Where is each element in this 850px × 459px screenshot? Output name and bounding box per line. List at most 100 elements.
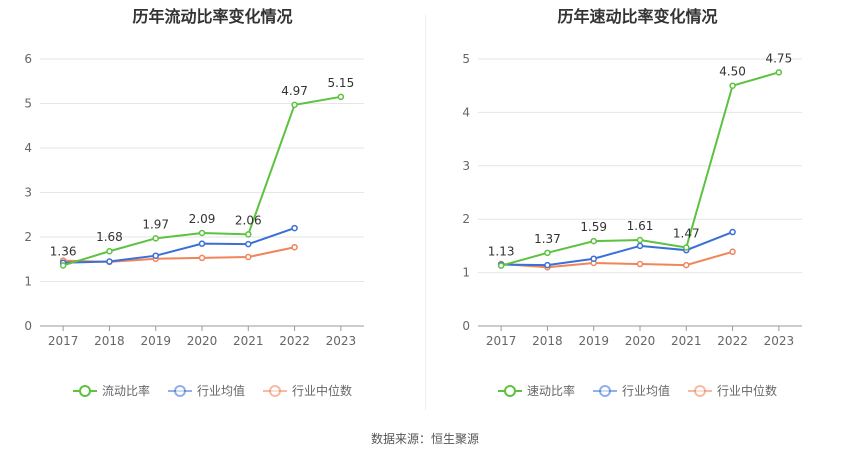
legend-label: 行业中位数 — [292, 384, 353, 398]
data-point — [245, 240, 252, 248]
data-point — [636, 242, 644, 250]
legend-item[interactable]: 行业中位数 — [688, 382, 777, 399]
chart-legend: 速动比率 行业均值 行业中位数 — [425, 382, 850, 399]
x-tick-label: 2017 — [48, 334, 79, 348]
data-label: 4.75 — [765, 51, 792, 65]
legend-swatch-icon — [592, 384, 617, 398]
x-tick-label: 2023 — [326, 334, 357, 348]
legend-item[interactable]: 行业均值 — [167, 382, 245, 399]
data-point — [775, 69, 783, 76]
data-point — [497, 262, 505, 269]
data-label: 1.37 — [534, 232, 561, 246]
x-tick-label: 2020 — [187, 334, 218, 348]
data-point — [291, 243, 298, 251]
x-tick-label: 2023 — [764, 334, 795, 348]
quick-ratio-chart: 历年速动比率变化情况 0 1 2 3 4 5 2017 2018 2019 2020 2021 202… — [425, 0, 850, 410]
data-point — [291, 224, 298, 232]
x-tick-label: 2019 — [578, 334, 609, 348]
data-label: 1.68 — [96, 230, 123, 244]
chart-title: 历年速动比率变化情况 — [557, 7, 718, 26]
legend-label: 行业中位数 — [717, 384, 778, 398]
series-line — [63, 227, 295, 264]
legend-swatch-icon — [72, 384, 97, 398]
data-point — [106, 247, 113, 255]
data-label: 1.97 — [142, 217, 169, 231]
y-tick-label: 5 — [24, 97, 32, 111]
data-point — [59, 262, 67, 269]
x-tick-label: 2018 — [94, 334, 125, 348]
y-tick-label: 1 — [462, 266, 470, 280]
y-tick-label: 0 — [462, 319, 470, 333]
data-label: 1.36 — [50, 244, 77, 258]
y-tick-label: 1 — [24, 275, 32, 289]
y-tick-label: 6 — [24, 52, 32, 66]
data-point — [291, 101, 298, 109]
data-point — [636, 236, 644, 244]
x-tick-label: 2021 — [233, 334, 264, 348]
data-source-note: 数据来源：恒生聚源 — [370, 432, 479, 446]
legend-item[interactable]: 行业均值 — [592, 382, 670, 399]
data-point — [544, 261, 551, 269]
x-tick-label: 2019 — [140, 334, 171, 348]
series-line — [501, 231, 733, 267]
data-point — [683, 244, 690, 251]
legend-swatch-icon — [497, 384, 522, 398]
data-point — [590, 255, 597, 262]
legend-item[interactable]: 行业中位数 — [263, 382, 352, 399]
y-tick-label: 4 — [24, 141, 32, 155]
y-tick-label: 4 — [462, 105, 470, 119]
y-tick-label: 2 — [24, 230, 32, 244]
current-ratio-plot: 0 1 2 3 4 5 6 2017 2018 2019 2020 2021 2022 2023 1.36 1… — [24, 52, 364, 348]
legend-item[interactable]: 速动比率 — [497, 382, 575, 399]
y-tick-label: 0 — [24, 319, 32, 333]
data-label: 4.50 — [719, 65, 746, 79]
data-label: 1.59 — [580, 220, 607, 234]
data-point — [683, 261, 690, 269]
y-tick-label: 3 — [462, 159, 470, 173]
legend-label: 行业均值 — [196, 384, 245, 398]
y-tick-label: 5 — [462, 52, 470, 66]
data-label: 2.09 — [189, 212, 216, 226]
data-point — [544, 249, 551, 257]
legend-label: 行业均值 — [621, 384, 670, 398]
y-tick-label: 3 — [24, 186, 32, 200]
x-tick-label: 2017 — [486, 334, 517, 348]
data-label: 5.15 — [327, 76, 354, 90]
data-label: 4.97 — [281, 84, 308, 98]
data-point — [245, 253, 252, 261]
data-point — [337, 93, 345, 101]
series-line — [501, 250, 733, 269]
chart-legend: 流动比率 行业均值 行业中位数 — [0, 382, 425, 399]
data-point — [729, 228, 736, 236]
data-point — [152, 235, 159, 242]
x-tick-label: 2018 — [532, 334, 563, 348]
data-point — [198, 240, 206, 247]
data-point — [729, 248, 736, 256]
legend-label: 速动比率 — [526, 384, 575, 398]
legend-item[interactable]: 流动比率 — [72, 382, 150, 399]
x-tick-label: 2022 — [279, 334, 310, 348]
current-ratio-chart: 历年流动比率变化情况 0 1 2 3 4 5 6 2017 2018 2019 2020 2021 20… — [0, 0, 425, 410]
data-point — [245, 231, 252, 238]
panel-divider — [425, 15, 426, 410]
legend-label: 流动比率 — [101, 384, 150, 398]
legend-swatch-icon — [688, 384, 712, 398]
quick-ratio-plot: 0 1 2 3 4 5 2017 2018 2019 2020 2021 2022 2023 1.13 1.… — [462, 51, 802, 348]
legend-swatch-icon — [263, 384, 287, 398]
data-point — [198, 229, 206, 237]
data-point — [198, 254, 206, 262]
x-tick-label: 2021 — [671, 334, 702, 348]
data-point — [106, 258, 113, 265]
data-label: 1.61 — [627, 219, 654, 233]
data-point — [636, 260, 644, 268]
data-point — [590, 237, 597, 245]
chart-title: 历年流动比率变化情况 — [132, 7, 293, 26]
x-tick-label: 2022 — [717, 334, 748, 348]
data-point — [729, 82, 736, 89]
data-label: 2.06 — [235, 213, 262, 227]
y-tick-label: 2 — [462, 212, 470, 226]
data-point — [152, 252, 159, 259]
legend-swatch-icon — [167, 384, 192, 398]
data-label: 1.13 — [488, 245, 515, 259]
x-tick-label: 2020 — [625, 334, 656, 348]
